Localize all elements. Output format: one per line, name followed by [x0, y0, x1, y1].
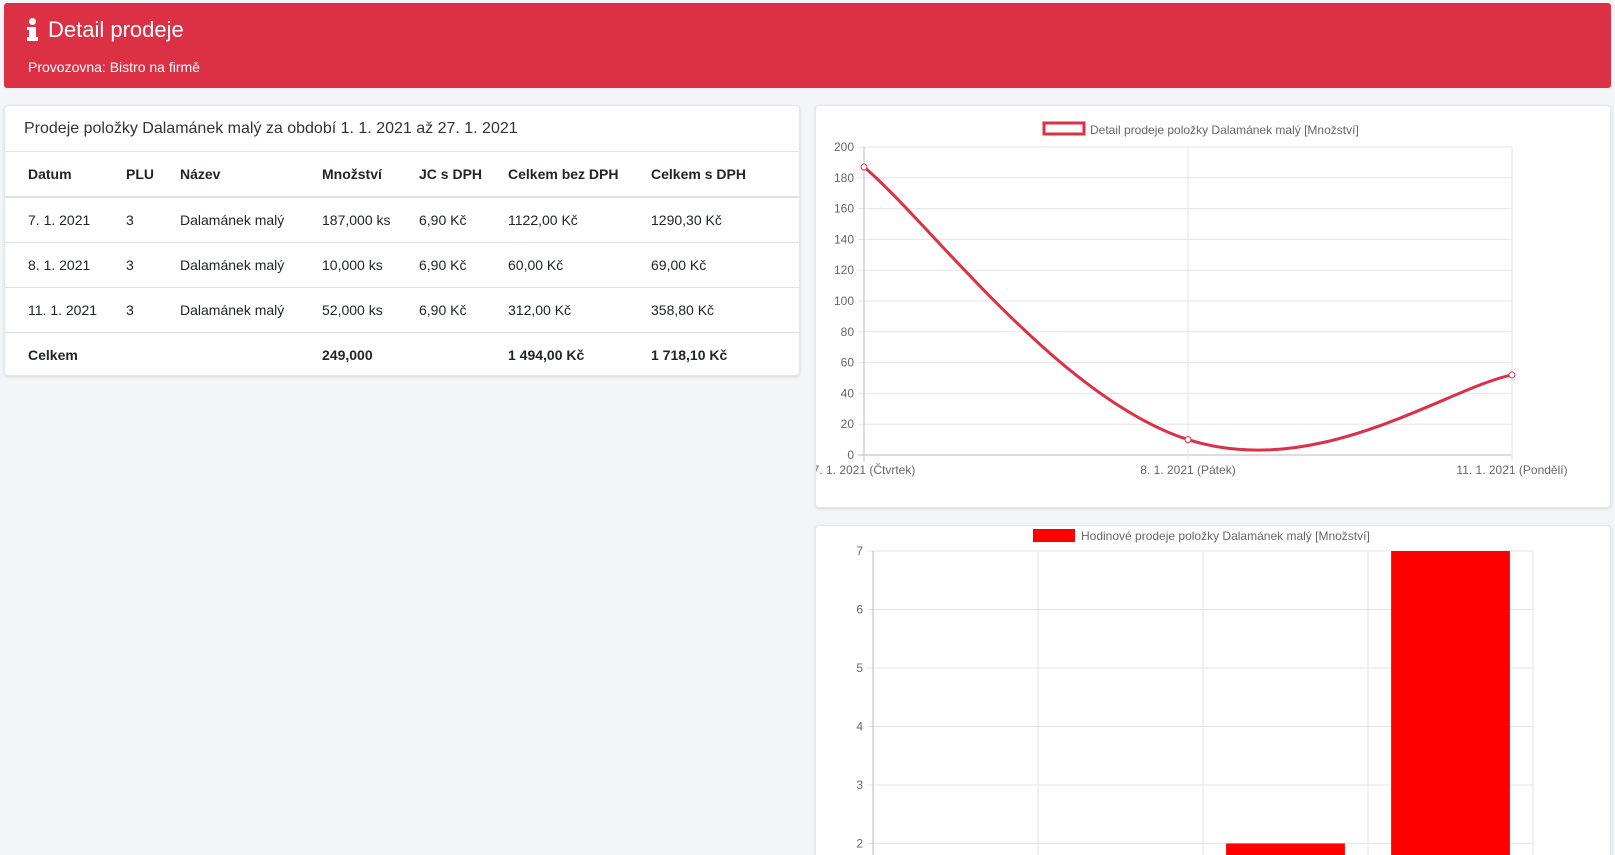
column-header[interactable]: Množství [299, 152, 396, 198]
table-cell: 3 [103, 197, 157, 243]
y-tick-label: 5 [856, 661, 863, 675]
legend-label: Detail prodeje položky Dalamánek malý [M… [1090, 123, 1359, 137]
y-tick-label: 3 [856, 778, 863, 792]
y-tick-label: 160 [834, 202, 854, 216]
data-point [860, 163, 868, 171]
table-cell: 52,000 ks [299, 287, 396, 333]
bar [1391, 551, 1510, 855]
table-cell: 3 [103, 242, 157, 288]
y-tick-label: 20 [841, 417, 855, 431]
y-tick-label: 100 [834, 294, 854, 308]
table-cell: 187,000 ks [299, 197, 396, 243]
table-cell: 10,000 ks [299, 242, 396, 288]
table-row: 8. 1. 2021 3 Dalamánek malý 10,000 ks 6,… [5, 242, 799, 288]
table-cell: Dalamánek malý [157, 197, 299, 243]
column-header[interactable]: Název [157, 152, 299, 198]
y-tick-label: 200 [834, 140, 854, 154]
table-cell: 69,00 Kč [628, 242, 799, 288]
legend-swatch [1033, 529, 1075, 542]
table-cell: 8. 1. 2021 [5, 242, 103, 288]
table-cell: Dalamánek malý [157, 242, 299, 288]
y-tick-label: 4 [856, 719, 863, 733]
header-title-row: Detail prodeje [26, 17, 184, 43]
table-cell: 6,90 Kč [396, 197, 485, 243]
total-cell [103, 332, 157, 377]
total-cell: 1 494,00 Kč [508, 346, 585, 363]
column-header[interactable]: PLU [103, 152, 157, 198]
y-tick-label: 2 [856, 836, 863, 850]
sales-table: Datum PLU Název Množství JC s DPH Celkem… [5, 152, 799, 377]
total-cell: 249,000 [322, 346, 373, 363]
column-header[interactable]: Datum [5, 152, 103, 198]
total-cell [396, 332, 485, 377]
y-tick-label: 40 [841, 386, 855, 400]
table-cell: 3 [103, 287, 157, 333]
y-tick-label: 120 [834, 263, 854, 277]
legend-swatch [1042, 121, 1086, 136]
y-tick-label: 140 [834, 232, 854, 246]
table-cell: 358,80 Kč [628, 287, 799, 333]
column-header[interactable]: JC s DPH [396, 152, 485, 198]
table-cell: 6,90 Kč [396, 287, 485, 333]
column-header[interactable]: Celkem bez DPH [485, 152, 628, 198]
bar-chart: Hodinové prodeje položky Dalamánek malý … [856, 529, 1534, 855]
table-cell: 312,00 Kč [485, 287, 628, 333]
column-header[interactable]: Celkem s DPH [628, 152, 799, 198]
divider [5, 151, 799, 152]
bar [1226, 843, 1345, 855]
y-tick-label: 60 [841, 356, 855, 370]
table-card-title: Prodeje položky Dalamánek malý za období… [24, 120, 518, 137]
table-total-row: Celkem 249,000 1 494,00 Kč 1 718,10 Kč [5, 332, 799, 377]
legend-label: Hodinové prodeje položky Dalamánek malý … [1081, 529, 1370, 543]
total-cell [157, 332, 299, 377]
line-chart: Detail prodeje položky Dalamánek malý [M… [813, 121, 1568, 477]
y-tick-label: 0 [847, 448, 854, 462]
page-header: Detail prodeje Provozovna: Bistro na fir… [4, 3, 1611, 88]
page-subtitle: Provozovna: Bistro na firmě [28, 59, 200, 75]
table-cell: 1122,00 Kč [485, 197, 628, 243]
table-cell: Dalamánek malý [157, 287, 299, 333]
y-tick-label: 180 [834, 171, 854, 185]
table-row: 11. 1. 2021 3 Dalamánek malý 52,000 ks 6… [5, 287, 799, 333]
table-cell: 11. 1. 2021 [5, 287, 103, 333]
x-tick-label: 11. 1. 2021 (Pondělí) [1456, 463, 1567, 477]
bar-chart-card: Hodinové prodeje položky Dalamánek malý … [815, 525, 1611, 855]
y-tick-label: 6 [856, 602, 863, 616]
page-title: Detail prodeje [48, 17, 184, 42]
data-point [1508, 371, 1516, 379]
table-cell: 7. 1. 2021 [5, 197, 103, 243]
info-icon [26, 17, 40, 43]
table-cell: 6,90 Kč [396, 242, 485, 288]
sales-table-card: Prodeje položky Dalamánek malý za období… [4, 105, 800, 376]
x-tick-label: 8. 1. 2021 (Pátek) [1140, 463, 1235, 477]
y-tick-label: 80 [841, 325, 855, 339]
total-cell: Celkem [28, 346, 78, 363]
total-cell: 1 718,10 Kč [651, 346, 728, 363]
table-header-row: Datum PLU Název Množství JC s DPH Celkem… [5, 152, 799, 198]
table-cell: 1290,30 Kč [628, 197, 799, 243]
x-tick-label: 7. 1. 2021 (Čtvrtek) [816, 462, 915, 477]
table-row: 7. 1. 2021 3 Dalamánek malý 187,000 ks 6… [5, 197, 799, 243]
data-point [1184, 436, 1192, 444]
y-tick-label: 7 [856, 544, 863, 558]
table-cell: 60,00 Kč [485, 242, 628, 288]
line-chart-card: Detail prodeje položky Dalamánek malý [M… [813, 105, 1611, 508]
